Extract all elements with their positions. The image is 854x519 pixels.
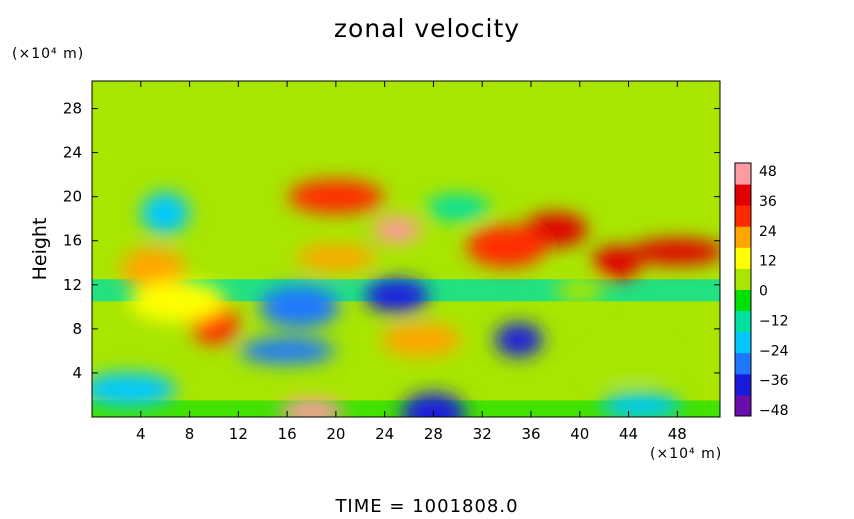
colorbar-tick-label-7: −36 <box>759 373 789 389</box>
velocity-feature-2 <box>466 225 547 268</box>
x-axis-unit: (×10⁴ m) <box>650 446 723 462</box>
time-readout: TIME = 1001808.0 <box>0 496 854 517</box>
colorbar-tick-label-4: 0 <box>759 284 768 300</box>
colorbar-frame <box>734 162 752 417</box>
velocity-feature-14 <box>259 285 340 328</box>
velocity-feature-13 <box>364 278 429 313</box>
x-tick-label-11: 48 <box>668 425 687 443</box>
colorbar-swatch-6 <box>735 268 751 290</box>
colorbar-swatch-3 <box>735 331 751 354</box>
colorbar-swatch-0 <box>735 394 751 417</box>
colorbar-tick-label-0: 48 <box>759 164 777 180</box>
velocity-feature-6 <box>295 244 376 271</box>
colorbar-tick-label-2: 24 <box>759 224 777 240</box>
velocity-feature-12 <box>555 277 604 304</box>
x-tick-label-2: 12 <box>229 425 248 443</box>
colorbar-tick-label-3: 12 <box>759 254 777 270</box>
colorbar-swatch-11 <box>735 163 751 185</box>
colorbar-swatch-10 <box>735 184 751 206</box>
colorbar-tick-label-6: −24 <box>759 343 789 359</box>
velocity-feature-7 <box>287 179 384 214</box>
y-tick-label-2: 12 <box>63 276 82 294</box>
x-tick-label-8: 36 <box>521 425 540 443</box>
chart-title: zonal velocity <box>333 14 521 43</box>
velocity-feature-0 <box>372 216 421 243</box>
x-tick-label-3: 16 <box>278 425 297 443</box>
velocity-feature-17 <box>401 392 466 417</box>
colorbar-swatch-2 <box>735 352 751 375</box>
y-tick-label-6: 28 <box>63 100 82 118</box>
velocity-feature-15 <box>239 337 336 364</box>
colorbar: 48 36 24 12 0 −12 −24 −36 −48 <box>734 162 789 419</box>
x-tick-label-7: 32 <box>473 425 492 443</box>
velocity-feature-3 <box>629 238 720 265</box>
velocity-feature-16 <box>494 322 543 357</box>
x-tick-label-4: 20 <box>326 425 345 443</box>
velocity-feature-11 <box>129 280 226 323</box>
colorbar-swatch-5 <box>735 289 751 312</box>
time-value: 1001808.0 <box>412 496 519 517</box>
velocity-feature-22 <box>588 344 669 379</box>
x-tick-label-1: 8 <box>185 425 195 443</box>
time-label: TIME <box>335 496 383 517</box>
velocity-feature-21 <box>425 194 490 221</box>
y-tick-label-5: 24 <box>63 144 82 162</box>
y-axis-unit: (×10⁴ m) <box>12 46 85 62</box>
time-equals: = <box>389 496 406 517</box>
x-tick-label-6: 28 <box>424 425 443 443</box>
colorbar-swatch-7 <box>735 247 751 269</box>
velocity-feature-9 <box>279 398 344 417</box>
plot-frame <box>91 80 721 418</box>
velocity-feature-10 <box>381 322 462 357</box>
velocity-features <box>92 179 720 417</box>
velocity-field <box>92 81 720 417</box>
velocity-feature-4 <box>592 245 641 280</box>
velocity-feature-19 <box>92 372 177 407</box>
y-tick-label-3: 16 <box>63 232 82 250</box>
x-tick-label-5: 24 <box>375 425 394 443</box>
y-tick-label-0: 4 <box>72 364 82 382</box>
y-tick-label-1: 8 <box>72 320 82 338</box>
x-tick-label-9: 40 <box>570 425 589 443</box>
velocity-feature-5 <box>120 247 185 290</box>
x-tick-label-10: 44 <box>619 425 638 443</box>
x-tick-label-0: 4 <box>136 425 146 443</box>
y-tick-label-4: 20 <box>63 188 82 206</box>
velocity-feature-20 <box>141 192 190 235</box>
colorbar-tick-label-8: −48 <box>759 403 789 419</box>
velocity-feature-18 <box>600 392 681 417</box>
colorbar-swatch-8 <box>735 226 751 248</box>
colorbar-swatch-1 <box>735 373 751 396</box>
upper-layer <box>92 81 720 192</box>
colorbar-tick-label-5: −12 <box>759 313 789 329</box>
colorbar-swatch-4 <box>735 310 751 333</box>
colorbar-swatch-9 <box>735 205 751 227</box>
colorbar-tick-label-1: 36 <box>759 194 777 210</box>
